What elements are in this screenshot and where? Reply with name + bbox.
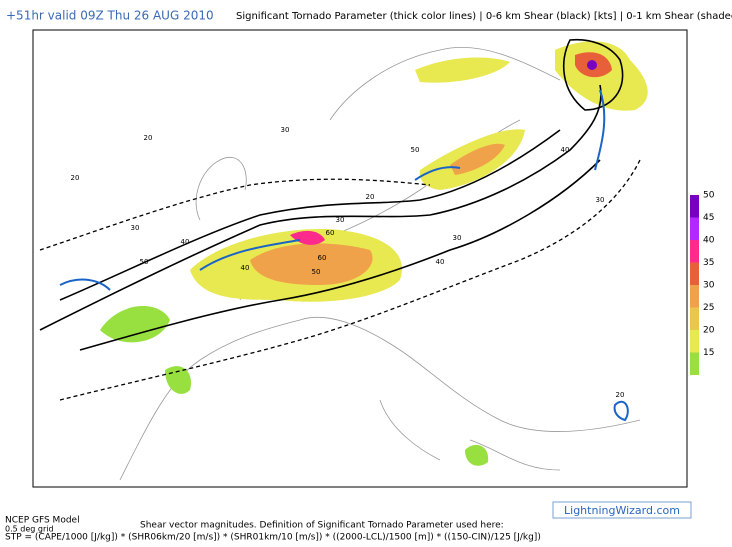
legend-label: 35: [703, 258, 714, 268]
legend-label: 45: [703, 213, 714, 223]
legend-swatch: [690, 352, 699, 375]
watermark-box: [552, 501, 692, 519]
legend-label: 15: [703, 348, 714, 358]
contour-label: 50: [411, 146, 420, 154]
contour-label: 30: [131, 224, 140, 232]
stp-formula: STP = (CAPE/1000 [J/kg]) * (SHR06km/20 […: [5, 533, 541, 543]
contour-label: 20: [366, 193, 375, 201]
contour-label: 30: [596, 196, 605, 204]
contour-label: 50: [140, 258, 149, 266]
legend-label: 20: [703, 326, 715, 336]
stp-lines: [59, 89, 629, 422]
contour-label: 30: [336, 216, 345, 224]
model-name: NCEP GFS Model: [5, 516, 80, 526]
grid-info: 0.5 deg grid: [5, 525, 54, 534]
footer-note: Shear vector magnitudes. Definition of S…: [140, 521, 504, 531]
shear-contours: [39, 38, 641, 401]
contour-label: 40: [241, 264, 250, 272]
legend-swatch: [690, 240, 699, 263]
run-title: +51hr valid 09Z Thu 26 AUG 2010: [6, 9, 214, 23]
legend-swatch: [690, 195, 699, 218]
contour-label: 60: [318, 254, 327, 262]
contour-label: 40: [561, 146, 570, 154]
legend-swatch: [690, 307, 699, 330]
shear-shading: [100, 41, 648, 466]
legend-label: 50: [703, 191, 715, 201]
contour-label: 40: [436, 258, 445, 266]
watermark: LightningWizard.com: [564, 504, 680, 517]
description: Significant Tornado Parameter (thick col…: [236, 11, 732, 22]
contour-label: 30: [453, 234, 462, 242]
contour-label: 60: [326, 229, 335, 237]
contour-label: 50: [312, 268, 321, 276]
legend-swatch: [690, 330, 699, 353]
legend-label: 25: [703, 303, 714, 313]
color-legend: 50 45 40 35 30 25 20 15: [690, 191, 715, 375]
contour-label: 20: [616, 391, 625, 399]
legend-swatch: [690, 262, 699, 285]
legend-label: 40: [703, 236, 715, 246]
contour-label: 20: [71, 174, 80, 182]
contour-label: 20: [144, 134, 153, 142]
legend-label: 30: [703, 281, 715, 291]
legend-swatch: [690, 217, 699, 240]
legend-swatch: [690, 285, 699, 308]
contour-label: 40: [181, 238, 190, 246]
contour-label: 30: [281, 126, 290, 134]
